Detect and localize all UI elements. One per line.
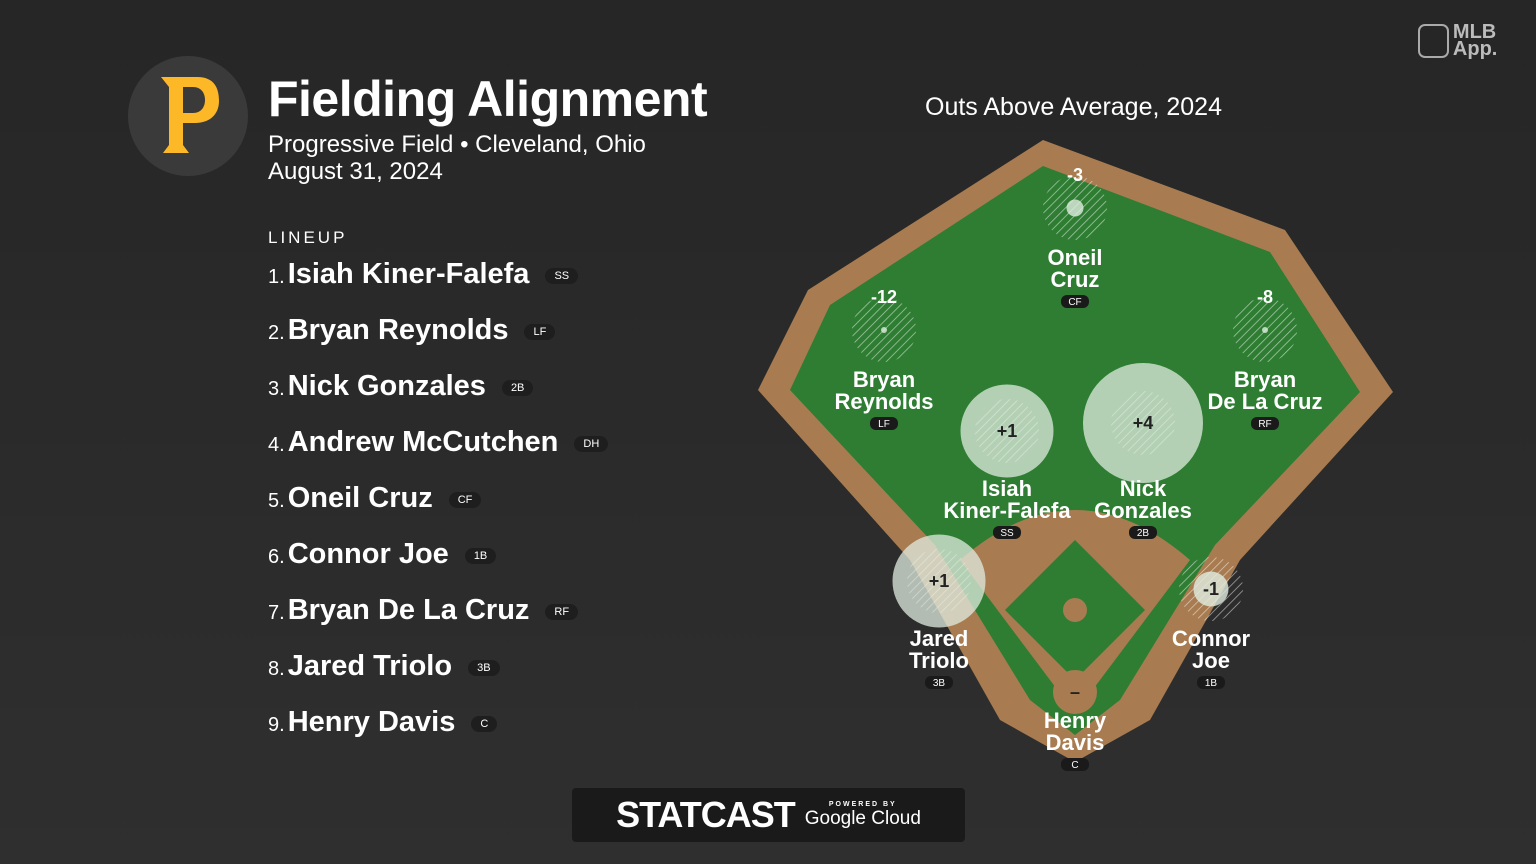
player-last-name: Cruz <box>1051 267 1100 292</box>
oaa-value: +4 <box>1133 413 1154 433</box>
player-last-name: Joe <box>1192 648 1230 673</box>
game-date: August 31, 2024 <box>268 158 443 185</box>
lineup-list: 1. Isiah Kiner-Falefa SS 2. Bryan Reynolds LF… <box>268 258 609 762</box>
player-first-name: Isiah <box>982 476 1032 501</box>
player-name: Andrew McCutchen <box>287 426 559 458</box>
lineup-item: 3. Nick Gonzales 2B <box>268 370 608 426</box>
position-badge: 1B <box>464 548 497 564</box>
field-title: Outs Above Average, 2024 <box>925 93 1222 121</box>
oaa-circle <box>960 384 1054 478</box>
position-badge: SS <box>545 268 579 284</box>
position-badge <box>1061 758 1089 771</box>
statcast-logo: STATCAST <box>616 794 796 835</box>
pirates-p-logo-icon <box>161 77 219 153</box>
position-badge: DH <box>574 436 609 452</box>
position-badge: CF <box>448 492 482 508</box>
home-plate-area <box>1053 670 1097 714</box>
position-badge: 2B <box>501 380 534 396</box>
player-first-name: Jared <box>910 626 969 651</box>
lineup-item: 5. Oneil Cruz CF <box>268 482 608 538</box>
mlb-app-logo: MLB App. <box>1418 22 1536 59</box>
outfield-grass <box>790 166 1360 735</box>
position-badge: RF <box>545 604 579 620</box>
player-last-name: De La Cruz <box>1208 389 1323 414</box>
oaa-circle <box>1262 327 1268 333</box>
lineup-item: 8. Jared Triolo 3B <box>268 650 608 706</box>
player-last-name: Triolo <box>909 648 969 673</box>
player-name: Nick Gonzales <box>287 370 486 402</box>
player-first-name: Bryan <box>853 367 915 392</box>
lineup-item: 2. Bryan Reynolds LF <box>268 314 608 370</box>
position-label: 3B <box>933 678 946 689</box>
player-last-name: Kiner-Falefa <box>943 498 1071 523</box>
oaa-value: -3 <box>1067 165 1083 185</box>
lineup-item: 9. Henry Davis C <box>268 706 608 762</box>
lineup-heading: LINEUP <box>268 228 348 247</box>
player-first-name: Bryan <box>1234 367 1296 392</box>
mlb-logo-icon <box>1418 24 1449 58</box>
oaa-value: +1 <box>997 421 1018 441</box>
oaa-circle <box>1066 199 1084 217</box>
oaa-value: +1 <box>929 571 950 591</box>
position-badge: LF <box>524 324 556 340</box>
player-name: Oneil Cruz <box>287 482 433 514</box>
lineup-item: 6. Connor Joe 1B <box>268 538 608 594</box>
position-label: C <box>1071 760 1078 771</box>
oaa-value: -12 <box>871 287 897 307</box>
position-label: RF <box>1258 419 1271 430</box>
lineup-item: 4. Andrew McCutchen DH <box>268 426 609 482</box>
position-badge <box>925 676 953 689</box>
player-first-name: Nick <box>1120 476 1167 501</box>
player-first-name: Connor <box>1172 626 1251 651</box>
statcast-banner: STATCAST POWERED BY Google Cloud <box>572 788 965 842</box>
player-first-name: Oneil <box>1047 245 1102 270</box>
player-first-name: Henry <box>1044 708 1107 733</box>
page-title: Fielding Alignment <box>268 71 708 127</box>
position-badge <box>870 417 898 430</box>
player-name: Connor Joe <box>287 538 449 570</box>
position-label: LF <box>878 419 890 430</box>
position-label: 2B <box>1137 528 1150 539</box>
player-name: Jared Triolo <box>287 650 453 682</box>
position-label: CF <box>1068 297 1081 308</box>
player-name: Isiah Kiner-Falefa <box>287 258 530 290</box>
position-badge <box>1061 295 1089 308</box>
oaa-circle <box>892 534 986 628</box>
oaa-value: -1 <box>1203 579 1219 599</box>
position-label: SS <box>1000 528 1014 539</box>
player-last-name: Reynolds <box>834 389 933 414</box>
position-badge: C <box>471 716 498 732</box>
pitchers-mound <box>1063 598 1087 622</box>
player-last-name: Davis <box>1046 730 1105 755</box>
position-badge <box>1251 417 1279 430</box>
venue: Progressive Field • Cleveland, Ohio <box>268 131 646 158</box>
oaa-value: -8 <box>1257 287 1273 307</box>
position-label: 1B <box>1205 678 1218 689</box>
player-name: Bryan Reynolds <box>287 314 509 346</box>
position-badge <box>993 526 1021 539</box>
position-badge: 3B <box>468 660 500 676</box>
oaa-value: – <box>1070 682 1080 702</box>
oaa-circle <box>1193 571 1229 607</box>
lineup-item: 7. Bryan De La Cruz RF <box>268 594 608 650</box>
player-last-name: Gonzales <box>1094 498 1192 523</box>
game-info: Progressive Field • Cleveland, Ohio Augus… <box>268 131 646 185</box>
position-badge <box>1129 526 1157 539</box>
team-logo <box>128 56 248 176</box>
player-name: Henry Davis <box>287 706 456 738</box>
oaa-circle <box>1083 363 1203 483</box>
position-badge <box>1197 676 1225 689</box>
player-name: Bryan De La Cruz <box>287 594 530 626</box>
lineup-item: 1. Isiah Kiner-Falefa SS <box>268 258 608 314</box>
oaa-circle <box>881 327 887 333</box>
